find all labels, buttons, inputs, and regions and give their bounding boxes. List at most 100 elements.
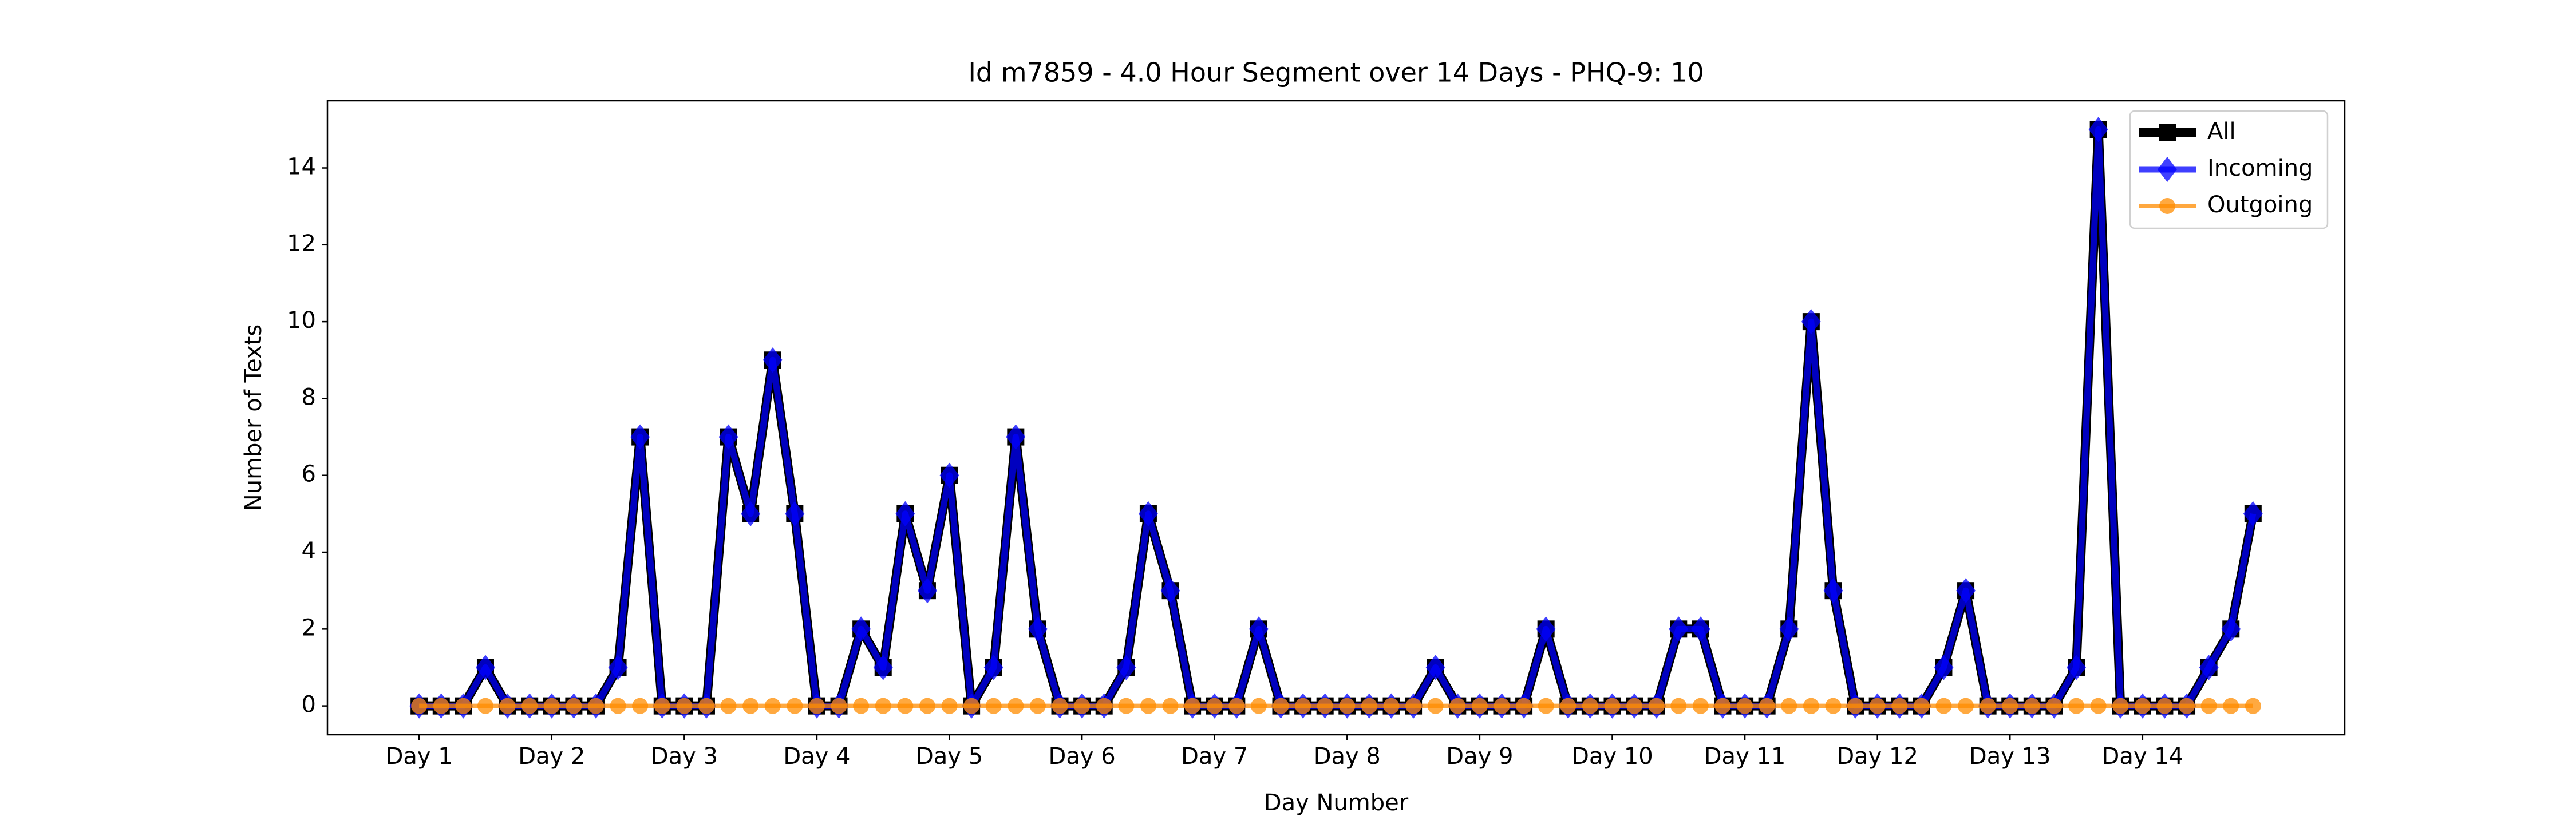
marker [632,698,649,714]
marker [1074,698,1091,714]
marker [1361,698,1377,714]
marker [1803,698,1819,714]
marker [1028,616,1048,642]
x-tick-label: Day 9 [1446,743,1513,770]
marker [654,698,670,714]
marker [608,655,628,680]
legend-label: Outgoing [2207,192,2313,218]
y-tick-label: 10 [287,307,316,334]
marker [1869,698,1886,714]
marker [676,698,693,714]
marker [1427,698,1444,714]
marker [1339,698,1356,714]
marker [1184,698,1201,714]
marker [1206,698,1223,714]
plot-frame [326,100,2346,736]
marker [1801,309,1821,335]
marker [963,698,980,714]
marker [2245,698,2261,714]
marker [1648,698,1665,714]
legend-label: All [2207,118,2236,145]
marker [742,698,759,714]
marker [2159,124,2176,141]
marker [1935,698,1952,714]
legend-label: Incoming [2207,155,2313,181]
marker [1116,655,1136,680]
marker [1913,698,1930,714]
marker [1052,698,1068,714]
x-tick-label: Day 10 [1571,743,1653,770]
marker [2199,655,2219,680]
marker [720,698,737,714]
marker [2090,698,2107,714]
series-line [419,125,2258,711]
marker [499,698,516,714]
marker [610,698,626,714]
marker [2024,698,2040,714]
legend-box [2129,110,2329,229]
x-tick-label: Day 2 [518,743,585,770]
legend: All Incoming Outgoing [2129,110,2329,229]
marker [2156,698,2173,714]
x-tick-label: Day 13 [1969,743,2051,770]
marker [939,462,959,488]
marker [1096,698,1112,714]
marker [698,698,714,714]
marker [2179,698,2195,714]
marker [1471,698,1488,714]
marker [764,698,781,714]
marker [1670,698,1687,714]
x-tick-label: Day 4 [783,743,850,770]
y-axis-label: Number of Texts [240,324,267,511]
y-tick-label: 6 [302,461,316,488]
marker [2158,156,2177,183]
marker [1162,698,1179,714]
x-tick-label: Day 14 [2102,743,2184,770]
marker [1249,616,1269,642]
marker [1956,578,1976,604]
y-tick-label: 8 [302,384,316,410]
marker [1008,698,1024,714]
marker [587,698,604,714]
marker [1273,698,1289,714]
marker [1737,698,1753,714]
y-tick-label: 12 [287,231,316,257]
marker [2088,117,2108,142]
marker [1140,698,1156,714]
marker [1160,578,1180,604]
marker [919,698,935,714]
x-tick-label: Day 12 [1836,743,1918,770]
marker [2068,698,2085,714]
marker [1692,698,1709,714]
marker [785,501,805,526]
marker [851,616,871,642]
marker [1538,698,1554,714]
marker [1823,578,1843,604]
marker [1781,698,1797,714]
marker [475,655,495,680]
marker [1029,698,1046,714]
marker [1516,698,1532,714]
x-tick-label: Day 1 [386,743,453,770]
marker [2243,501,2263,526]
marker [433,698,449,714]
marker [455,698,472,714]
marker [762,347,783,373]
marker [1669,616,1689,642]
marker [1891,698,1908,714]
marker [895,501,915,526]
marker [2002,698,2018,714]
marker [2134,698,2151,714]
marker [873,655,893,680]
y-tick-label: 0 [302,692,316,718]
marker [1980,698,1996,714]
marker [1560,698,1577,714]
marker [1690,616,1710,642]
marker [941,698,958,714]
marker [1714,698,1731,714]
marker [1582,698,1598,714]
marker [2159,198,2175,214]
marker [411,698,428,714]
marker [1494,698,1510,714]
